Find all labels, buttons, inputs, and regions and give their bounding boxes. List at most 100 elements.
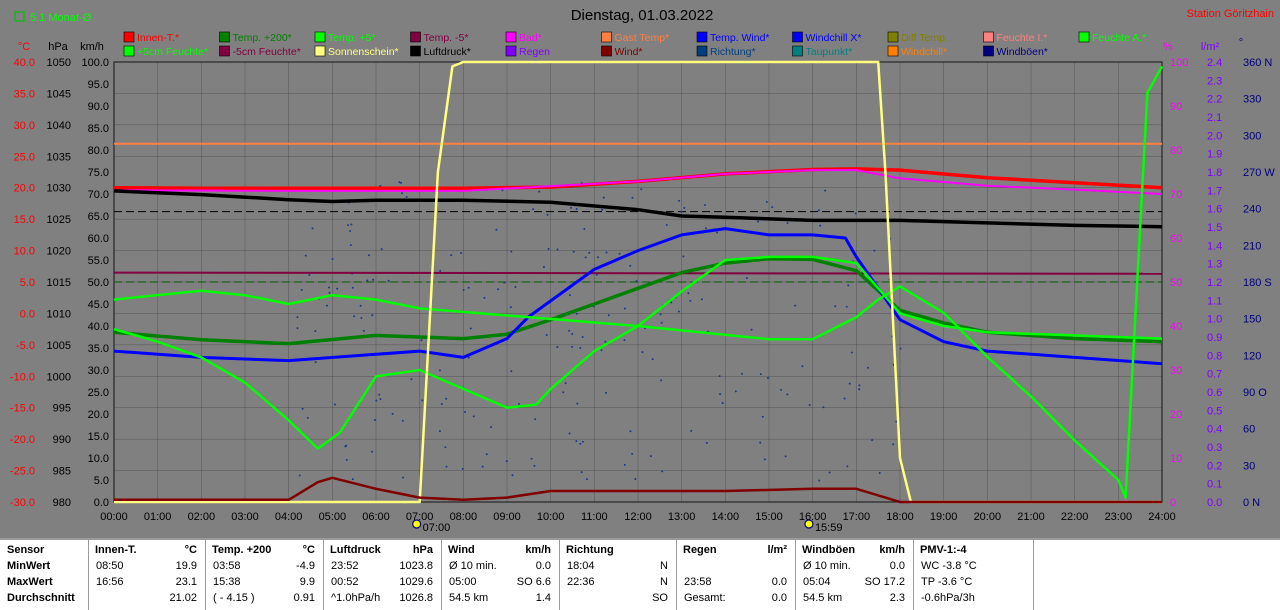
direction-point [547,247,550,250]
direction-axis-unit: ° [1239,37,1243,49]
rain-tick-label: 2.2 [1207,94,1222,106]
direction-point [505,460,508,463]
stats-row-label: Durchschnitt [7,592,75,604]
direction-point [444,446,447,449]
rain-tick-label: 2.4 [1207,57,1222,69]
time-tick-label: 22:00 [1061,511,1089,523]
direction-point [372,278,375,281]
direction-point [308,273,311,276]
stats-cell-value: N [660,576,668,588]
stats-header: PMV-1:-4 [920,544,967,556]
direction-point [400,192,403,195]
direction-point [534,418,537,421]
direction-point [629,264,632,267]
direction-point [368,254,371,257]
legend-label: Temp. -5* [424,32,469,44]
direction-point [510,250,513,253]
direction-point [583,227,586,230]
temp-tick-label: 20.0 [14,183,35,195]
direction-point [366,279,369,282]
time-tick-label: 02:00 [188,511,216,523]
legend-label: Windchill* [901,46,947,58]
monthly-average-checkbox[interactable] [14,11,25,22]
direction-tick-label: 240 [1243,204,1261,216]
direction-point [545,333,548,336]
direction-point [848,382,851,385]
direction-point [631,196,634,199]
stats-cell-value: 0.0 [771,576,787,588]
stats-header: Wind [448,544,475,556]
direction-point [718,375,721,378]
direction-point [687,292,690,295]
temp-tick-label: 0.0 [20,308,35,320]
direction-point [605,251,608,254]
direction-point [467,286,470,289]
direction-point [640,188,643,191]
direction-point [634,477,637,480]
direction-point [623,463,626,466]
direction-point [497,288,500,291]
stats-cell-left: WC -3.8 °C [921,560,977,572]
series-line-6 [113,227,1163,366]
direction-point [517,402,520,405]
direction-point [481,465,484,468]
direction-point [845,305,848,308]
direction-point [786,393,789,396]
pressure-tick-label: 1040 [47,120,71,132]
series-lines [113,60,1164,504]
direction-point [495,228,498,231]
direction-point [600,349,603,352]
stats-cell-left: 05:00 [449,576,477,588]
direction-point [721,402,724,405]
rain-tick-label: 0.5 [1207,405,1222,417]
temp-tick-label: -10.0 [10,371,35,383]
stats-column: Windböen km/h Ø 10 min. 0.0 05:04 SO 17.2 54.5… [795,540,914,610]
direction-point [503,281,506,284]
rain-tick-label: 0.0 [1207,497,1222,509]
legend-swatch [601,45,612,57]
stats-cell-value: 23.1 [175,576,197,588]
legend-label: Feuchte A.* [1092,32,1146,44]
direction-point [597,256,600,259]
direction-tick-label: 330 [1243,94,1261,106]
legend-swatch [410,45,421,57]
direction-point [542,266,545,269]
direction-point [347,224,350,227]
time-tick-label: 00:00 [100,511,128,523]
direction-point [438,369,441,372]
wind-tick-label: 35.0 [88,343,109,355]
rain-tick-label: 0.6 [1207,387,1222,399]
direction-point [618,252,621,255]
temp-tick-label: -5.0 [16,340,35,352]
direction-point [440,402,443,405]
direction-point [311,227,314,230]
sunrise-time: 07:00 [423,522,451,534]
pressure-axis-unit: hPa [48,41,68,53]
stats-cell-value: 0.0 [889,560,905,572]
series-line-9 [114,60,1162,504]
series-line-5 [113,256,1163,346]
rain-tick-label: 0.3 [1207,442,1222,454]
direction-point [333,403,336,406]
direction-point [568,329,571,332]
direction-point [846,465,849,468]
direction-point [765,201,768,204]
temp-tick-label: -30.0 [10,497,35,509]
direction-point [665,224,668,227]
rain-tick-label: 0.9 [1207,332,1222,344]
direction-tick-label: 120 [1243,350,1261,362]
humidity-tick-label: 10 [1170,453,1182,465]
stats-cell-left: 08:50 [96,560,124,572]
stats-cell-value: 0.91 [293,592,315,604]
direction-point [575,312,578,315]
direction-point [328,291,331,294]
direction-point [485,453,488,456]
direction-point [398,181,401,184]
direction-point [801,365,804,368]
direction-point [301,407,304,410]
legend: Innen-T.* Temp. +200* Temp. +5* Temp. -5* Ba… [123,31,1146,58]
rain-tick-label: 0.2 [1207,460,1222,472]
legend-label: Sonnenschein* [328,46,399,58]
direction-point [661,470,664,473]
legend-label: Windböen* [997,46,1048,58]
